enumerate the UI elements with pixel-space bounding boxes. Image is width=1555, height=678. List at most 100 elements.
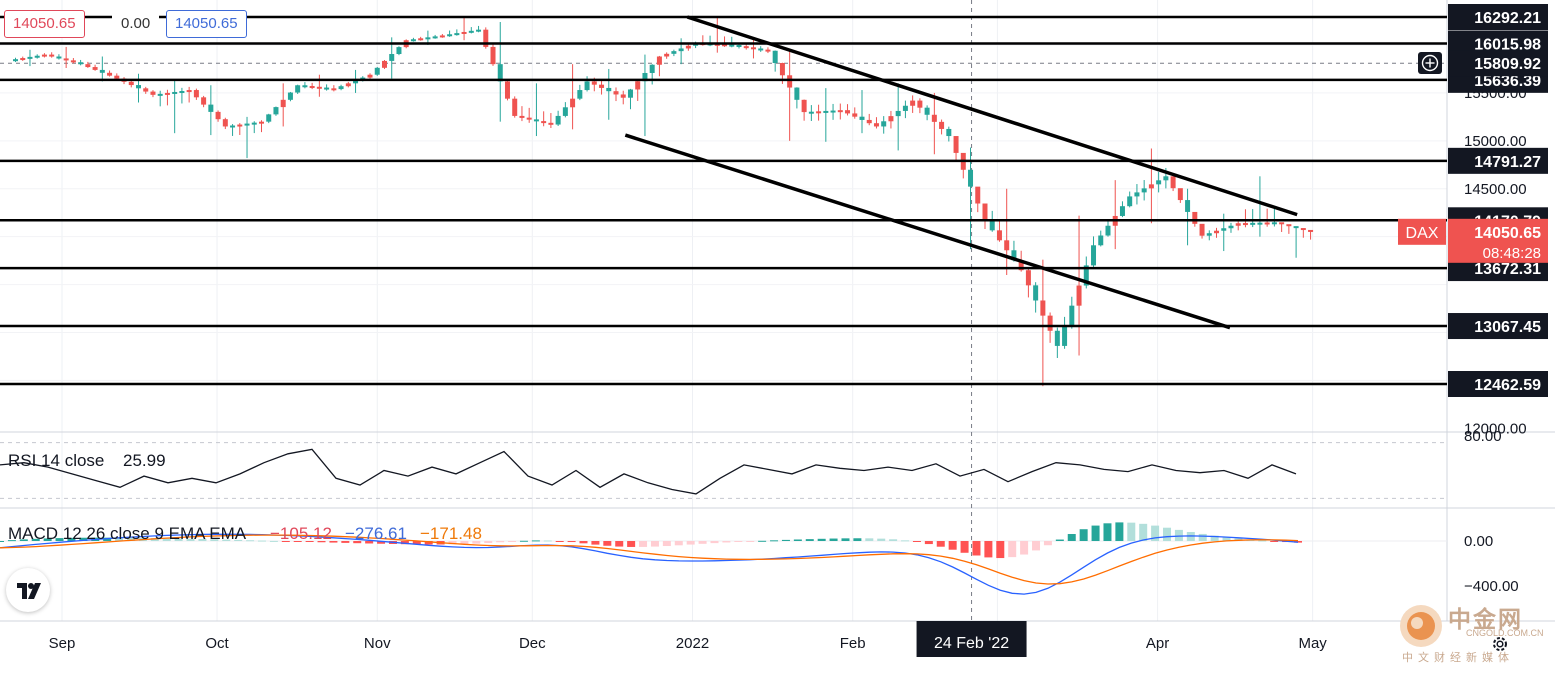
candle-body bbox=[750, 47, 756, 50]
candle-body bbox=[20, 58, 26, 61]
candle-body bbox=[128, 81, 134, 86]
candle-body bbox=[237, 124, 243, 127]
macd-histogram-bar bbox=[662, 541, 671, 547]
candle bbox=[13, 49, 47, 67]
candle-body bbox=[353, 80, 359, 84]
candle bbox=[302, 74, 337, 97]
candle bbox=[772, 49, 807, 141]
candle-body bbox=[302, 85, 308, 88]
macd-axis-tick: −400.00 bbox=[1464, 578, 1519, 595]
macd-histogram-bar bbox=[650, 541, 659, 547]
candle-body bbox=[34, 55, 40, 58]
candle-body bbox=[410, 39, 416, 42]
macd-histogram-bar bbox=[1163, 527, 1172, 541]
macd-signal-line bbox=[0, 534, 1299, 585]
candle-body bbox=[287, 92, 293, 100]
settings-gear-icon[interactable] bbox=[1490, 634, 1510, 659]
crosshair-date-label: 24 Feb '22 bbox=[934, 635, 1009, 652]
macd-histogram-bar bbox=[627, 541, 636, 547]
macd-histogram-bar bbox=[103, 537, 112, 541]
macd-histogram-bar bbox=[1067, 534, 1076, 541]
candle bbox=[1170, 176, 1205, 246]
macd-histogram-bar bbox=[877, 538, 886, 541]
candle bbox=[230, 116, 264, 159]
candle-body bbox=[504, 81, 510, 99]
candle bbox=[627, 54, 662, 137]
candle-body bbox=[808, 111, 814, 114]
candle-body bbox=[70, 60, 76, 63]
candle-body bbox=[519, 115, 525, 118]
add-crosshair-button[interactable] bbox=[1418, 52, 1442, 74]
macd-histogram-bar bbox=[829, 538, 838, 541]
x-axis-label: Apr bbox=[1146, 635, 1169, 652]
candle-body bbox=[208, 104, 214, 112]
candle-body bbox=[1004, 240, 1010, 251]
candle-body bbox=[193, 90, 199, 98]
candle-body bbox=[454, 33, 460, 36]
macd-histogram-bar bbox=[0, 541, 4, 542]
candle-body bbox=[902, 105, 908, 111]
candle bbox=[555, 64, 590, 130]
candle bbox=[1242, 176, 1277, 237]
macd-histogram-bar bbox=[1115, 522, 1124, 541]
candle-body bbox=[953, 136, 959, 153]
candle-body bbox=[309, 86, 315, 89]
candle-body bbox=[613, 91, 619, 95]
candle-body bbox=[779, 63, 785, 76]
candle-body bbox=[215, 111, 221, 120]
candle-body bbox=[591, 81, 597, 85]
candle-body bbox=[135, 85, 141, 89]
candle-body bbox=[172, 91, 178, 94]
x-axis-label: Nov bbox=[364, 635, 391, 652]
macd-histogram-value: −171.48 bbox=[420, 524, 482, 543]
level-price-box bbox=[1448, 371, 1548, 397]
candle-body bbox=[497, 64, 503, 82]
candle-body bbox=[244, 123, 250, 126]
macd-histogram-bar bbox=[377, 541, 386, 544]
macd-histogram-bar bbox=[1091, 525, 1100, 541]
tradingview-icon bbox=[17, 583, 41, 599]
candle-body bbox=[49, 54, 55, 57]
candle-body bbox=[533, 119, 539, 122]
macd-histogram-bar bbox=[460, 541, 469, 545]
crosshair-price-box bbox=[1448, 50, 1548, 77]
macd-histogram-bar bbox=[341, 541, 350, 543]
candle bbox=[519, 83, 554, 137]
candle-body bbox=[461, 31, 467, 34]
candle-body bbox=[230, 125, 236, 128]
candle-body bbox=[418, 38, 424, 41]
macd-histogram-bar bbox=[424, 541, 433, 545]
plus-circle-icon bbox=[1421, 54, 1439, 72]
macd-histogram-bar bbox=[1127, 522, 1136, 541]
macd-histogram-bar bbox=[519, 540, 528, 542]
candle-body bbox=[873, 123, 879, 127]
price-axis-tick: 12000.00 bbox=[1464, 420, 1527, 437]
candle bbox=[85, 56, 120, 82]
candle-body bbox=[1235, 223, 1241, 226]
macd-histogram-bar bbox=[853, 538, 862, 541]
macd-histogram-bar bbox=[770, 540, 779, 542]
macd-histogram-bar bbox=[710, 541, 719, 544]
macd-histogram-bar bbox=[1210, 535, 1219, 541]
macd-histogram-bar bbox=[615, 541, 624, 547]
candle-body bbox=[1040, 300, 1046, 316]
macd-histogram-bar bbox=[150, 538, 159, 541]
price-right-box: 14050.65 bbox=[166, 10, 247, 38]
candle-body bbox=[866, 119, 872, 124]
tradingview-logo[interactable] bbox=[6, 568, 50, 612]
candle-body bbox=[577, 90, 583, 99]
level-price-box bbox=[1448, 147, 1548, 174]
candle-body bbox=[476, 29, 482, 32]
candle-body bbox=[729, 44, 735, 47]
macd-histogram-bar bbox=[281, 541, 290, 542]
candle bbox=[338, 69, 373, 93]
candle-body bbox=[1163, 176, 1169, 181]
macd-histogram-bar bbox=[984, 541, 993, 558]
candle-body bbox=[968, 169, 974, 187]
candle-body bbox=[468, 30, 474, 33]
candle-body bbox=[888, 116, 894, 122]
candle-body bbox=[1279, 222, 1285, 225]
macd-histogram-bar bbox=[1139, 523, 1148, 541]
